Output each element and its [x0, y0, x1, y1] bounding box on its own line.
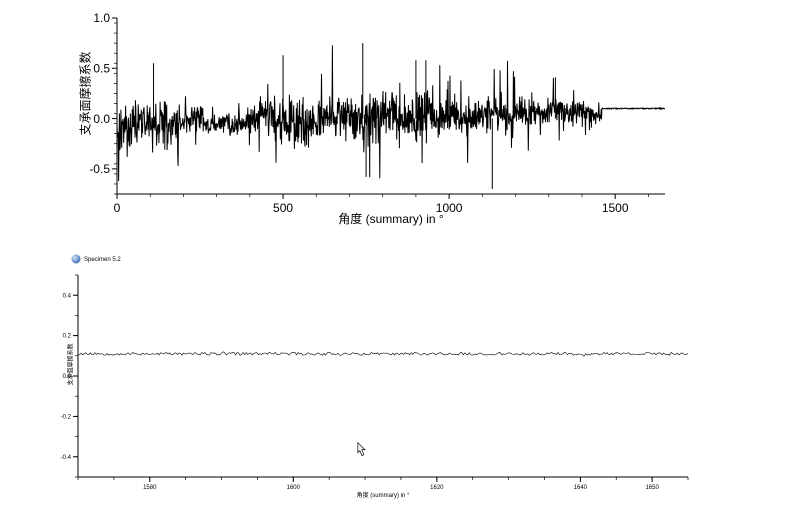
bottom-chart-legend: Specimen 5.2 [72, 255, 122, 264]
cursor-icon [358, 443, 365, 456]
bottom-chart-svg: 15801600162016401650-0.4-0.20.00.20.4Spe… [0, 0, 718, 517]
bottom-chart-legend-label: Specimen 5.2 [84, 257, 121, 263]
bottom-chart: 支承面摩擦系数 15801600162016401650-0.4-0.20.00… [0, 0, 718, 517]
svg-text:-0.4: -0.4 [61, 455, 72, 461]
bottom-chart-xlabel: 角度 (summary) in ° [78, 490, 688, 499]
page-root: 支承面摩擦系数 050010001500-0.50.00.51.0 角度 (su… [0, 0, 808, 520]
svg-text:-0.2: -0.2 [61, 415, 72, 421]
bottom-chart-ylabel: 支承面摩擦系数 [66, 325, 75, 405]
svg-text:0.4: 0.4 [63, 293, 72, 299]
